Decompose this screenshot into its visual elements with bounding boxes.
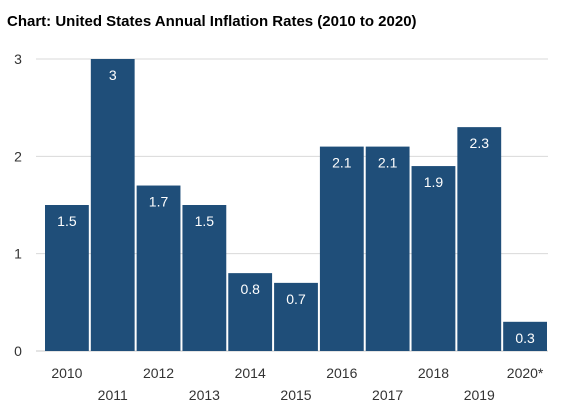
data-label: 1.5 (195, 213, 215, 229)
x-tick-label: 2013 (189, 387, 220, 403)
bar (45, 205, 89, 351)
x-tick-label: 2016 (326, 365, 357, 381)
x-tick-label: 2014 (235, 365, 266, 381)
data-label: 3 (109, 67, 117, 83)
x-tick-label: 2018 (418, 365, 449, 381)
x-tick-label: 2015 (280, 387, 311, 403)
y-tick-label: 1 (14, 246, 22, 262)
data-label: 1.7 (149, 194, 169, 210)
x-tick-label: 2017 (372, 387, 403, 403)
bar (274, 282, 318, 351)
data-labels: 1.5 3 1.7 1.5 0.8 0.7 2.1 2.1 1.9 2.3 0.3 (57, 67, 535, 346)
bar (136, 185, 181, 351)
bar (319, 146, 364, 351)
y-axis-ticks: 0 1 2 3 (14, 51, 22, 359)
data-label: 1.9 (424, 174, 444, 190)
y-tick-label: 2 (14, 148, 22, 164)
chart-title: Chart: United States Annual Inflation Ra… (7, 13, 417, 30)
data-label: 0.8 (240, 281, 260, 297)
x-tick-label: 2020* (507, 365, 544, 381)
bar (365, 146, 410, 351)
y-tick-label: 0 (14, 343, 22, 359)
x-tick-label: 2011 (98, 387, 128, 403)
x-tick-label: 2012 (143, 365, 174, 381)
x-axis-ticks: 2010 2011 2012 2013 2014 2015 2016 2017 2018 2019… (51, 365, 544, 403)
bar (411, 166, 456, 351)
x-tick-label: 2019 (464, 387, 495, 403)
bar (457, 127, 502, 351)
bar (182, 205, 227, 351)
x-tick-label: 2010 (51, 365, 82, 381)
bars (45, 59, 547, 351)
data-label: 0.7 (286, 291, 306, 307)
data-label: 1.5 (57, 213, 77, 229)
bar (503, 321, 547, 351)
bar (90, 59, 135, 351)
data-label: 2.1 (378, 155, 398, 171)
y-tick-label: 3 (14, 51, 22, 67)
data-label: 0.3 (515, 330, 535, 346)
bar (228, 273, 273, 351)
data-label: 2.1 (332, 155, 352, 171)
data-label: 2.3 (470, 135, 490, 151)
